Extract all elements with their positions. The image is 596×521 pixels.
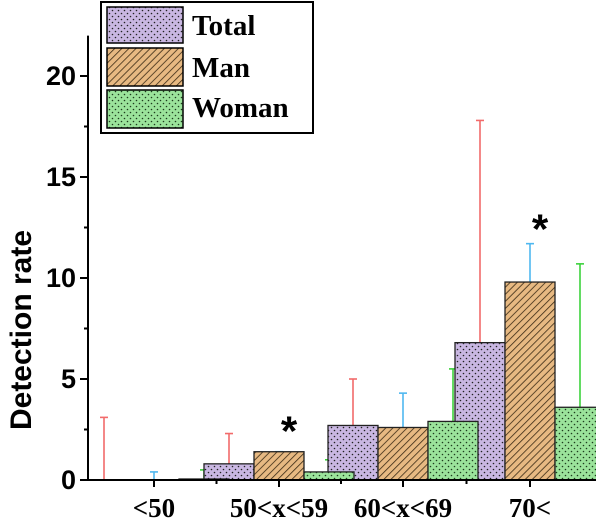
x-tick-label: <50 (133, 493, 175, 521)
legend-swatch-woman (106, 89, 184, 129)
bar-man (504, 281, 556, 481)
significance-asterisk: * (281, 407, 298, 454)
legend-swatch-man (106, 47, 184, 87)
y-axis-title: Detection rate (5, 230, 38, 430)
legend: Total Man Woman (100, 1, 314, 134)
bar-woman (303, 471, 355, 481)
y-tick-label: 10 (46, 263, 76, 293)
bar-man (377, 426, 429, 481)
legend-label-man: Man (192, 52, 250, 84)
bar-woman (554, 406, 596, 481)
y-tick-label: 15 (46, 162, 76, 192)
y-tick-label: 0 (61, 465, 76, 495)
bar-total (203, 463, 255, 481)
x-tick-label: 70< (509, 493, 551, 521)
significance-asterisk: * (532, 205, 549, 252)
x-tick-label: 60<x<69 (354, 493, 452, 521)
legend-label-total: Total (192, 10, 255, 42)
bar-total (327, 424, 379, 481)
y-tick-label: 5 (61, 364, 76, 394)
bar-man (253, 451, 305, 481)
legend-swatch-total (106, 6, 184, 44)
legend-label-woman: Woman (192, 92, 289, 124)
bar-woman (427, 420, 479, 481)
x-tick-label: 50<x<59 (230, 493, 328, 521)
y-tick-label: 20 (46, 61, 76, 91)
